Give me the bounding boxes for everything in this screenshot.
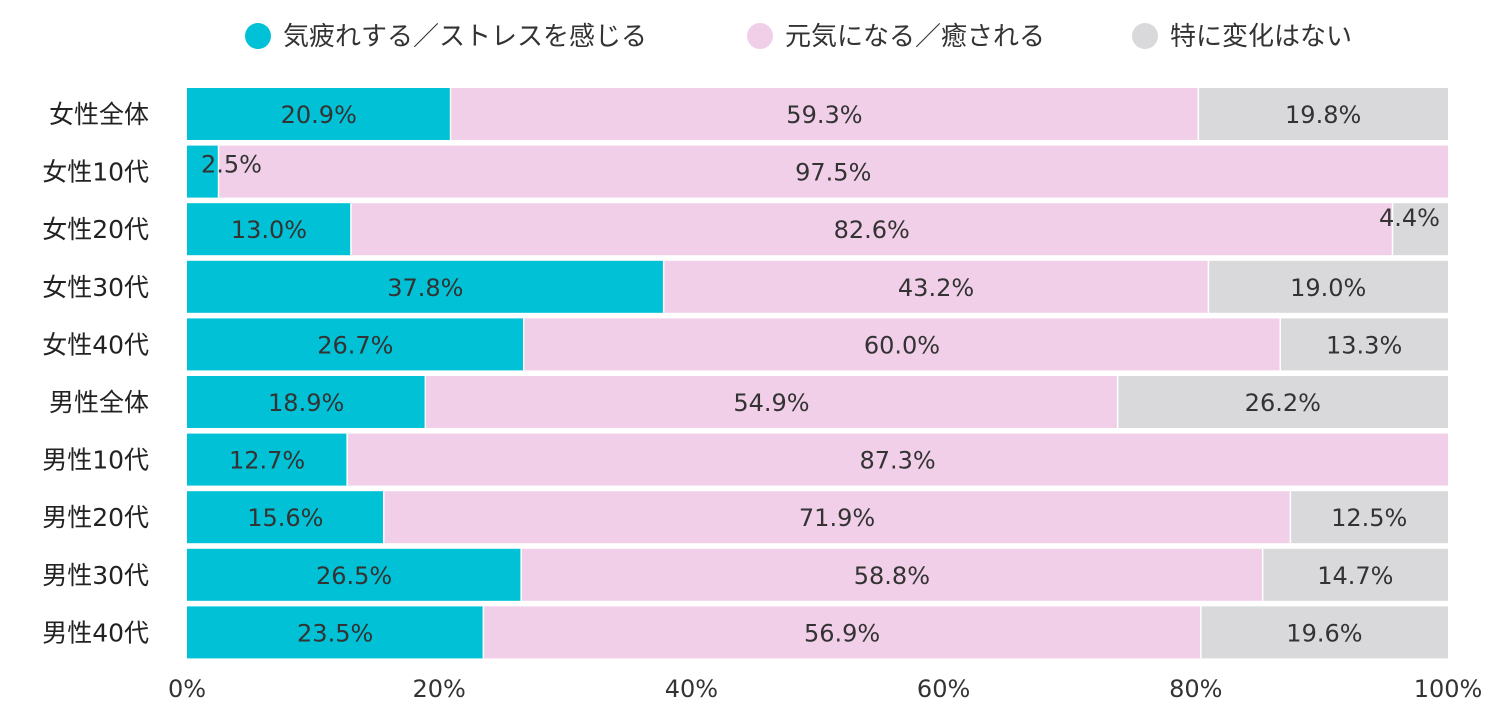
bar-row: 23.5% 56.9% 19.6% <box>187 606 1448 659</box>
data-label-series-2: 87.3% <box>859 447 935 475</box>
data-label-series-3: 12.5% <box>1331 504 1407 532</box>
legend-label-1: 気疲れする／ストレスを感じる <box>283 22 647 52</box>
bar-segment-series-3 <box>1200 606 1448 659</box>
bar-segment-series-1 <box>187 203 351 256</box>
data-label-series-1: 37.8% <box>387 274 463 302</box>
bar-segment-series-2 <box>383 491 1291 544</box>
bar-segment-series-2 <box>483 606 1201 659</box>
x-axis: 0% 20% 40% 60% 80% 100% <box>168 675 1482 703</box>
data-label-series-2: 56.9% <box>804 619 880 647</box>
category-label: 女性全体 <box>49 100 149 129</box>
bars: 20.9% 59.3% 19.8% 2.5% 97.5% 13.0% 82.6% 4.4% 37… <box>187 88 1449 659</box>
bar-segment-series-2 <box>521 548 1263 601</box>
legend-swatch-1 <box>245 23 271 49</box>
bar-segment-series-1 <box>187 491 384 544</box>
data-label-series-3: 14.7% <box>1317 562 1393 590</box>
data-label-series-2: 71.9% <box>799 504 875 532</box>
bar-segment-series-3 <box>1290 491 1448 544</box>
bar-segment-series-2 <box>450 88 1199 140</box>
bar-segment-series-3 <box>1208 260 1448 313</box>
x-tick-label: 40% <box>665 675 718 703</box>
category-label: 女性20代 <box>42 215 149 244</box>
x-tick-label: 80% <box>1169 675 1222 703</box>
bar-segment-series-2 <box>523 318 1281 371</box>
bar-segment-series-2 <box>347 433 1449 486</box>
data-label-series-1: 12.7% <box>229 447 305 475</box>
data-label-series-1: 26.5% <box>316 562 392 590</box>
legend-label-2: 元気になる／癒される <box>785 22 1045 52</box>
data-label-series-2: 58.8% <box>854 562 930 590</box>
legend-swatch-2 <box>747 23 773 49</box>
category-label: 女性40代 <box>42 330 149 359</box>
bar-segment-series-3 <box>1392 203 1448 256</box>
category-label: 男性10代 <box>42 446 149 475</box>
bar-segment-series-1 <box>187 318 524 371</box>
bar-segment-series-3 <box>1198 88 1448 140</box>
data-label-series-1: 26.7% <box>317 331 393 359</box>
x-tick-label: 20% <box>413 675 466 703</box>
category-label: 女性10代 <box>42 158 149 187</box>
bar-segment-series-2 <box>350 203 1393 256</box>
data-label-series-2: 82.6% <box>834 216 910 244</box>
category-label: 男性全体 <box>49 388 149 417</box>
bar-row: 37.8% 43.2% 19.0% <box>187 260 1448 313</box>
category-label: 女性30代 <box>42 273 149 302</box>
bar-row: 12.7% 87.3% <box>187 433 1449 486</box>
data-label-series-3: 4.4% <box>1379 204 1440 232</box>
category-labels: 女性全体女性10代女性20代女性30代女性40代男性全体男性10代男性20代男性… <box>42 100 149 647</box>
bar-segment-series-2 <box>425 376 1118 428</box>
data-label-series-1: 2.5% <box>201 151 262 179</box>
data-label-series-3: 19.8% <box>1285 101 1361 129</box>
data-label-series-2: 54.9% <box>733 389 809 417</box>
category-label: 男性40代 <box>42 618 149 647</box>
bar-segment-series-1 <box>187 548 522 601</box>
data-label-series-3: 13.3% <box>1326 331 1402 359</box>
legend: 気疲れする／ストレスを感じる 元気になる／癒される 特に変化はない <box>245 22 1352 52</box>
data-label-series-1: 20.9% <box>281 101 357 129</box>
bar-segment-series-1 <box>187 376 426 428</box>
bar-segment-series-2 <box>218 145 1448 198</box>
bar-row: 18.9% 54.9% 26.2% <box>187 376 1448 428</box>
category-label: 男性30代 <box>42 561 149 590</box>
bar-segment-series-1 <box>187 433 348 486</box>
bar-row: 13.0% 82.6% 4.4% <box>187 203 1448 256</box>
x-tick-label: 0% <box>168 675 206 703</box>
bar-segment-series-3 <box>1262 548 1448 601</box>
legend-swatch-3 <box>1132 23 1158 49</box>
bar-row: 20.9% 59.3% 19.8% <box>187 88 1448 140</box>
bar-row: 26.7% 60.0% 13.3% <box>187 318 1448 371</box>
data-label-series-3: 19.6% <box>1286 619 1362 647</box>
bar-segment-series-3 <box>1280 318 1448 371</box>
data-label-series-2: 43.2% <box>898 274 974 302</box>
bar-segment-series-1 <box>187 145 219 198</box>
x-tick-label: 60% <box>917 675 970 703</box>
x-tick-label: 100% <box>1414 675 1483 703</box>
data-label-series-2: 59.3% <box>786 101 862 129</box>
data-label-series-1: 13.0% <box>231 216 307 244</box>
data-label-series-1: 15.6% <box>247 504 323 532</box>
bar-row: 15.6% 71.9% 12.5% <box>187 491 1448 544</box>
data-label-series-3: 26.2% <box>1245 389 1321 417</box>
bar-row: 2.5% 97.5% <box>187 145 1448 198</box>
legend-label-3: 特に変化はない <box>1170 22 1352 52</box>
bar-segment-series-1 <box>187 260 664 313</box>
bar-segment-series-3 <box>1117 376 1448 428</box>
data-label-series-1: 18.9% <box>268 389 344 417</box>
bar-segment-series-1 <box>187 88 451 140</box>
data-label-series-2: 60.0% <box>864 331 940 359</box>
bar-segment-series-1 <box>187 606 484 659</box>
category-label: 男性20代 <box>42 503 149 532</box>
data-label-series-2: 97.5% <box>795 159 871 187</box>
data-label-series-1: 23.5% <box>297 619 373 647</box>
bar-row: 26.5% 58.8% 14.7% <box>187 548 1448 601</box>
bar-segment-series-2 <box>663 260 1209 313</box>
data-label-series-3: 19.0% <box>1290 274 1366 302</box>
